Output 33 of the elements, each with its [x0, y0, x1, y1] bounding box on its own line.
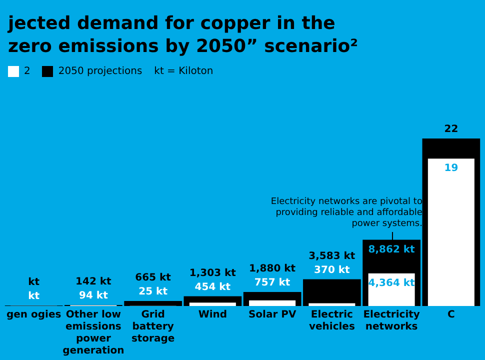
data-label: 757 kt	[254, 278, 290, 289]
bar	[249, 300, 296, 306]
bar	[308, 303, 356, 306]
x-tick-label: Wind	[198, 310, 228, 321]
text: kt = Kiloton	[154, 66, 214, 77]
annotation: 22	[444, 124, 458, 136]
x-tick-label: Electric vehicles	[308, 310, 355, 333]
chart-title: jected demand for copper in the zero emissions by 2050” scenario²	[8, 12, 358, 58]
data-label: 25 kt	[138, 286, 168, 298]
data-label: kt	[28, 291, 40, 302]
bar	[428, 158, 474, 306]
data-label: 3,583 kt	[308, 250, 356, 262]
data-label: 8,862 kt	[368, 244, 416, 256]
data-label: 370 kt	[314, 264, 350, 276]
data-label: kt	[28, 277, 40, 288]
annotation: 19	[444, 163, 458, 174]
legend-label: 2	[24, 66, 30, 77]
x-tick-label: gen ogies	[6, 310, 62, 321]
x-tick-label: Grid battery storage	[131, 310, 175, 345]
x-tick-label: Other low emissions power generation	[62, 310, 124, 357]
data-label: 454 kt	[194, 282, 231, 293]
x-tick-label: C	[448, 310, 455, 321]
data-label: 142 kt	[76, 276, 112, 288]
data-label: 4,364 kt	[368, 278, 416, 289]
x-tick-label: Electricity networks	[363, 310, 420, 333]
x-tick-label: Solar PV	[248, 310, 296, 321]
bar	[189, 302, 236, 306]
data-label: 665 kt	[135, 272, 172, 284]
legend-label: 2050 projections	[58, 66, 142, 77]
annotation: Electricity networks are pivotal to providing reliable and affordable power systems.	[270, 196, 422, 230]
data-label: 94 kt	[79, 290, 108, 302]
data-label: 1,880 kt	[249, 264, 296, 275]
data-label: 1,303 kt	[189, 268, 236, 279]
